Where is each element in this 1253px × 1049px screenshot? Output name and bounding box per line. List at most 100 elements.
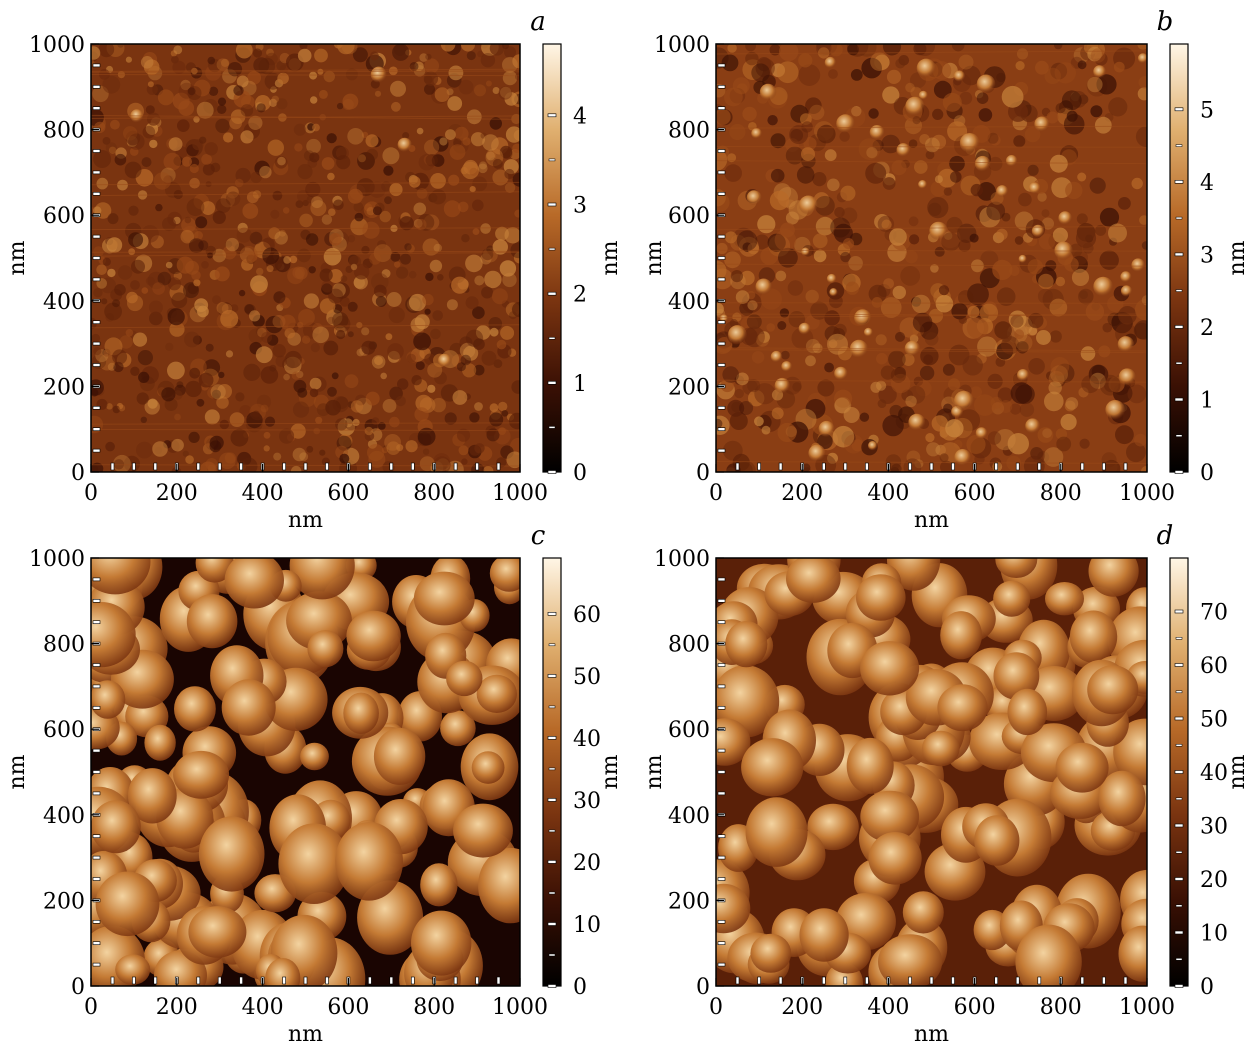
colorbar-minor-tick [548, 767, 556, 771]
x-minor-tick [778, 462, 783, 471]
x-minor-tick [453, 976, 458, 985]
y-minor-tick [717, 427, 726, 432]
x-tick-label: 1000 [1119, 995, 1175, 1020]
y-minor-tick [92, 234, 101, 239]
x-minor-tick [908, 462, 912, 471]
y-tick-label: 200 [668, 375, 710, 400]
y-axis-title: nm [642, 754, 667, 789]
colorbar-tick [1174, 930, 1184, 935]
colorbar-tick [547, 113, 557, 118]
y-minor-tick [717, 63, 726, 68]
colorbar-tick-label: 70 [1200, 601, 1228, 626]
x-tick-label: 1000 [1119, 481, 1175, 506]
y-minor-tick [717, 962, 726, 967]
y-tick-label: 200 [668, 889, 710, 914]
y-tick-label: 400 [43, 290, 85, 315]
colorbar-tick-label: 3 [573, 194, 587, 219]
colorbar-minor-tick [1175, 144, 1183, 147]
y-tick-label: 800 [668, 119, 710, 144]
colorbar-tick [547, 922, 557, 926]
colorbar-minor-tick [1175, 797, 1183, 801]
x-minor-tick [1037, 462, 1042, 471]
afm-panel-d: 0 200 400 600 800 1000 0 200 400 600 800 1000 nm nm d 0… [642, 521, 1250, 1047]
x-minor-tick [303, 462, 308, 471]
x-minor-tick [865, 462, 869, 471]
colorbar-tick [547, 674, 557, 678]
x-minor-tick [239, 462, 243, 471]
x-minor-tick [303, 976, 308, 985]
y-tick-label: 0 [696, 461, 710, 486]
x-tick-label: 800 [413, 995, 455, 1020]
afm-height-map [91, 558, 520, 986]
y-minor-tick [92, 834, 101, 839]
colorbar-tick-label: 0 [573, 975, 587, 1000]
colorbar-tick-label: 3 [1200, 243, 1214, 268]
afm-height-map [716, 558, 1147, 986]
x-minor-tick [821, 462, 826, 471]
colorbar-tick [547, 202, 557, 207]
x-tick-label: 600 [954, 995, 996, 1020]
x-minor-tick [282, 462, 286, 471]
x-minor-tick [735, 976, 740, 985]
colorbar-tick [1174, 180, 1184, 184]
x-minor-tick [453, 462, 458, 471]
x-minor-tick [196, 462, 201, 471]
y-minor-tick [92, 705, 101, 710]
y-minor-tick [92, 405, 101, 410]
colorbar-tick-label: 2 [1200, 316, 1214, 341]
y-minor-tick [92, 106, 101, 110]
x-minor-tick [196, 976, 201, 985]
y-minor-tick [92, 620, 101, 625]
x-minor-tick [1080, 462, 1085, 471]
colorbar-tick [1174, 609, 1184, 614]
colorbar-minor-tick [1175, 958, 1183, 961]
colorbar-tick [1174, 770, 1184, 774]
x-minor-tick [951, 976, 955, 985]
x-tick-label: 200 [781, 481, 823, 506]
x-minor-tick [778, 976, 783, 985]
y-minor-tick [717, 106, 726, 110]
colorbar-minor-tick [548, 247, 556, 251]
x-tick-label: 800 [1040, 481, 1082, 506]
colorbar-tick [547, 736, 557, 740]
colorbar-minor-tick [1175, 904, 1183, 908]
y-tick-label: 0 [71, 461, 85, 486]
x-minor-tick [153, 462, 158, 471]
x-tick-label: 0 [84, 481, 98, 506]
x-minor-tick [110, 462, 115, 471]
colorbar-tick-label: 50 [573, 665, 601, 690]
colorbar-minor-tick [1175, 361, 1183, 365]
afm-panel-a: 0 200 400 600 800 1000 0 200 400 600 800 1000 nm nm a 0… [5, 7, 623, 533]
y-minor-tick [92, 341, 101, 346]
plot-frame [90, 43, 521, 473]
y-minor-tick [717, 941, 726, 946]
colorbar-minor-tick [1175, 216, 1183, 220]
x-minor-tick [951, 462, 955, 471]
x-minor-tick [217, 462, 222, 471]
y-minor-tick [717, 405, 726, 410]
x-minor-tick [132, 976, 136, 985]
x-minor-tick [282, 976, 286, 985]
colorbar-tick [547, 291, 557, 296]
colorbar-minor-tick [1175, 289, 1183, 292]
colorbar-tick-label: 1 [573, 372, 587, 397]
x-tick-label: 400 [867, 995, 909, 1020]
colorbar-tick [547, 860, 557, 864]
x-minor-tick [1080, 976, 1085, 985]
y-tick-label: 400 [43, 804, 85, 829]
colorbar-tick [1174, 716, 1184, 721]
colorbar-tick-label: 10 [573, 913, 601, 938]
x-minor-tick [389, 462, 394, 471]
x-tick-label: 0 [709, 481, 723, 506]
y-tick-label: 800 [43, 633, 85, 658]
colorbar-tick-label: 20 [1200, 868, 1228, 893]
colorbar [542, 43, 562, 473]
panel-label: c [531, 521, 546, 551]
colorbar-tick-label: 1 [1200, 388, 1214, 413]
colorbar-tick-label: 4 [573, 104, 587, 129]
x-tick-label: 800 [413, 481, 455, 506]
x-minor-tick [153, 976, 158, 985]
colorbar-label: nm [1225, 240, 1250, 275]
y-minor-tick [92, 256, 101, 260]
afm-height-map [91, 44, 520, 472]
